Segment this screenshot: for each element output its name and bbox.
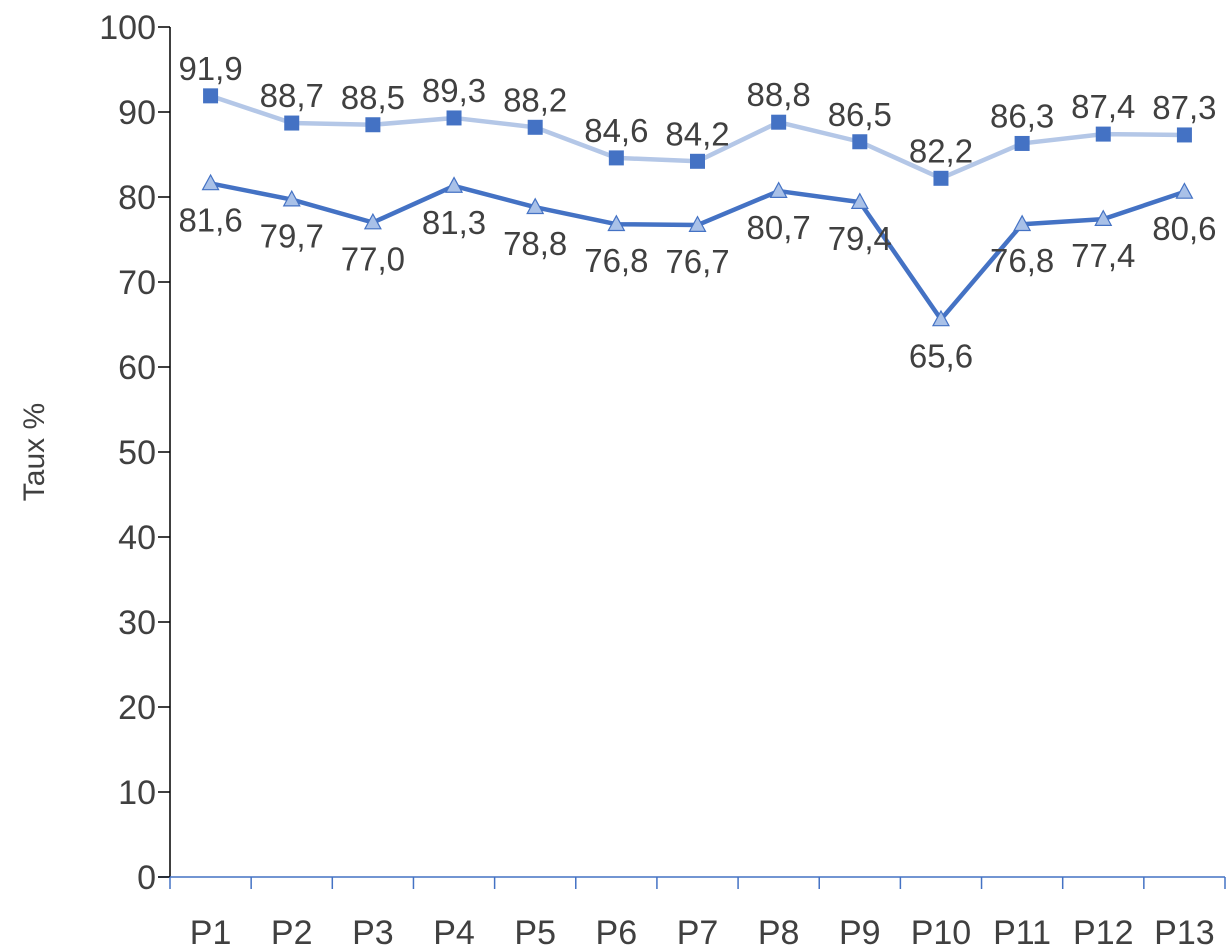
series-2-marker: [931, 309, 950, 327]
series-2-marker: [688, 215, 707, 232]
series-2-data-label: 81,6: [178, 201, 242, 238]
series-2-marker: [1013, 214, 1032, 232]
series-1-marker: [852, 134, 868, 150]
x-tick-label: P1: [190, 914, 232, 950]
series-2-marker: [607, 214, 626, 232]
series-1-marker: [446, 110, 462, 126]
y-tick-label: 70: [118, 264, 156, 302]
series-1-marker: [1095, 126, 1111, 142]
series-2-marker: [201, 173, 220, 191]
series-2-data-label: 77,0: [341, 241, 405, 278]
series-1-data-label: 89,3: [422, 72, 486, 109]
series-1-data-label: 86,3: [990, 97, 1054, 134]
x-tick-label: P3: [352, 914, 394, 950]
series-2-data-label: 76,8: [990, 242, 1054, 279]
series-1-marker: [690, 153, 705, 169]
y-axis-title: Taux %: [18, 403, 51, 501]
series-1-marker: [1014, 135, 1030, 151]
series-2-marker: [1094, 209, 1113, 226]
x-tick-label: P6: [596, 914, 638, 950]
series-1-marker: [608, 150, 624, 166]
x-tick-label: P9: [839, 914, 881, 950]
series-1-marker: [203, 88, 219, 104]
series-2-data-label: 65,6: [909, 337, 973, 374]
series-1-data-label: 88,7: [260, 77, 324, 114]
series-1-data-label: 91,9: [178, 50, 242, 87]
series-2-data-label: 81,3: [422, 204, 486, 241]
x-tick-label: P5: [514, 914, 556, 950]
series-1-data-label: 87,4: [1071, 88, 1135, 125]
series-2-marker: [282, 189, 301, 207]
series-2-data-label: 77,4: [1071, 237, 1135, 274]
x-tick-label: P7: [677, 914, 719, 950]
series-2-data-label: 79,4: [828, 220, 892, 257]
x-tick-label: P2: [271, 914, 313, 950]
series-2-data-label: 76,7: [665, 243, 729, 280]
series-2-marker: [526, 197, 545, 215]
y-tick-label: 80: [118, 179, 156, 217]
series-1-marker: [771, 114, 787, 130]
series-2-data-label: 79,7: [260, 218, 324, 255]
x-tick-label: P12: [1073, 914, 1134, 950]
series-1-data-label: 88,8: [747, 76, 811, 113]
series-2-marker: [1175, 182, 1194, 199]
series-1-data-label: 82,2: [909, 132, 973, 169]
series-1-data-label: 84,6: [584, 112, 648, 149]
series-1-data-label: 86,5: [828, 96, 892, 133]
series-1-marker: [1176, 127, 1192, 143]
series-2-data-label: 80,6: [1152, 210, 1216, 247]
y-tick-label: 100: [99, 9, 156, 47]
x-tick-label: P8: [758, 914, 800, 950]
y-tick-label: 30: [118, 604, 156, 642]
series-2-data-label: 80,7: [747, 209, 811, 246]
series-1-marker: [284, 115, 300, 131]
y-tick-label: 40: [118, 519, 156, 557]
y-tick-label: 20: [118, 689, 156, 727]
series-2-marker: [769, 181, 788, 198]
series-1-data-label: 88,5: [341, 79, 405, 116]
y-tick-label: 90: [118, 94, 156, 132]
series-1-marker: [933, 170, 949, 186]
x-tick-label: P4: [433, 914, 475, 950]
series-1-data-label: 88,2: [503, 81, 567, 118]
y-tick-label: 10: [118, 774, 156, 812]
series-1-data-label: 87,3: [1152, 89, 1216, 126]
series-1-marker: [527, 119, 543, 135]
series-2-data-label: 78,8: [503, 225, 567, 262]
y-tick-label: 0: [137, 859, 156, 897]
series-2-marker: [363, 212, 382, 230]
series-2-marker: [445, 176, 464, 193]
series-1-data-label: 84,2: [665, 115, 729, 152]
y-tick-label: 50: [118, 434, 156, 472]
x-tick-label: P10: [911, 914, 972, 950]
series-2-marker: [850, 192, 869, 209]
series-1-marker: [365, 117, 381, 133]
x-tick-label: P11: [993, 914, 1051, 950]
x-tick-label: P13: [1154, 914, 1215, 950]
y-tick-label: 60: [118, 349, 156, 387]
series-2-data-label: 76,8: [584, 242, 648, 279]
